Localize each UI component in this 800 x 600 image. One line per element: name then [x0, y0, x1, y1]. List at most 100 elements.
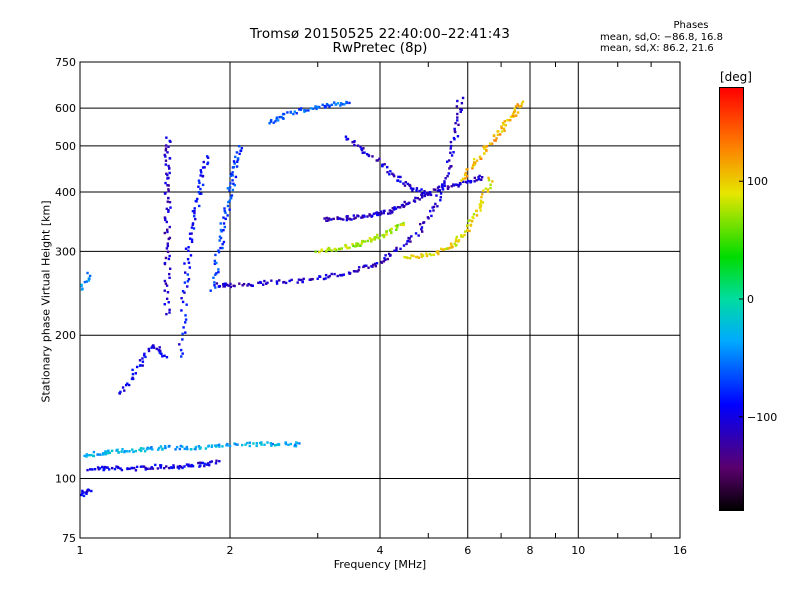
data-point [324, 273, 328, 277]
data-point [168, 267, 172, 270]
data-point [167, 190, 170, 193]
data-point [314, 250, 317, 253]
data-point [85, 280, 89, 283]
data-point [199, 464, 202, 467]
data-point [93, 467, 97, 471]
data-point [217, 249, 220, 252]
data-point [346, 137, 350, 141]
data-point [230, 194, 234, 197]
y-tick-label: 75 [62, 532, 76, 545]
data-point [91, 454, 95, 457]
data-point [514, 105, 518, 108]
data-point [168, 311, 171, 314]
data-point [89, 468, 92, 471]
data-point [490, 142, 494, 145]
data-point [162, 466, 166, 470]
data-point [234, 155, 237, 159]
data-point [189, 448, 193, 451]
data-point [293, 110, 296, 113]
data-point [215, 282, 219, 285]
y-tick-label: 200 [55, 329, 76, 342]
data-point [411, 189, 414, 192]
data-point [219, 228, 223, 232]
data-point [463, 173, 467, 177]
data-point [376, 159, 379, 162]
data-point [521, 100, 525, 103]
data-point [275, 282, 279, 285]
data-point [396, 226, 399, 229]
data-point [85, 490, 89, 493]
data-point [368, 237, 372, 240]
data-point [328, 247, 331, 251]
data-point [138, 359, 142, 362]
y-tick-label: 100 [55, 473, 76, 486]
data-point [363, 240, 367, 243]
data-point [509, 119, 512, 122]
data-point [392, 208, 396, 211]
data-point [436, 189, 440, 192]
data-point [318, 250, 321, 254]
data-point [269, 441, 272, 445]
data-point [201, 461, 204, 465]
data-point [418, 189, 421, 193]
data-point [316, 277, 319, 280]
data-point [168, 139, 171, 143]
x-tick-label: 2 [227, 544, 234, 557]
phase-stats-x: mean, sd,X: 86.2, 21.6 [600, 43, 714, 54]
data-point [425, 191, 429, 194]
data-point [394, 224, 397, 228]
data-point [324, 277, 327, 280]
data-point [410, 254, 413, 257]
data-point [168, 276, 171, 279]
data-point [509, 115, 513, 119]
data-point [214, 253, 217, 257]
data-point [328, 274, 331, 278]
data-point [443, 184, 446, 188]
data-point [463, 233, 466, 237]
data-point [85, 455, 88, 458]
data-point [127, 383, 131, 387]
data-point [266, 441, 269, 444]
data-point [403, 184, 407, 187]
data-point [222, 285, 225, 288]
data-point [164, 181, 167, 185]
data-point [163, 192, 167, 195]
data-point [418, 198, 421, 201]
data-point [430, 253, 433, 257]
data-point [423, 189, 426, 193]
data-point [360, 242, 363, 245]
data-point [371, 155, 374, 158]
data-point [487, 176, 490, 180]
data-point [471, 165, 475, 168]
data-point [305, 109, 308, 112]
data-point [334, 249, 338, 252]
data-point [190, 232, 193, 235]
data-point [503, 120, 507, 123]
data-point [200, 192, 203, 195]
data-point [97, 468, 101, 471]
data-point [423, 194, 427, 198]
data-point [389, 209, 393, 213]
data-point [239, 149, 242, 152]
data-point [464, 177, 467, 180]
data-point [229, 182, 232, 185]
data-point [234, 175, 238, 179]
data-point [166, 250, 170, 254]
data-point [402, 244, 406, 247]
data-point [168, 166, 171, 170]
data-point [292, 112, 295, 116]
data-point [511, 114, 514, 117]
data-point [503, 129, 506, 132]
data-point [427, 193, 430, 197]
data-point [467, 179, 470, 183]
data-point [459, 182, 462, 186]
data-point [203, 462, 206, 466]
data-point [159, 464, 162, 467]
data-point [389, 170, 392, 173]
data-point [89, 453, 93, 457]
data-point [168, 157, 172, 160]
data-point [326, 247, 329, 251]
data-point [163, 354, 166, 357]
data-point [250, 284, 254, 287]
data-point [373, 262, 377, 266]
